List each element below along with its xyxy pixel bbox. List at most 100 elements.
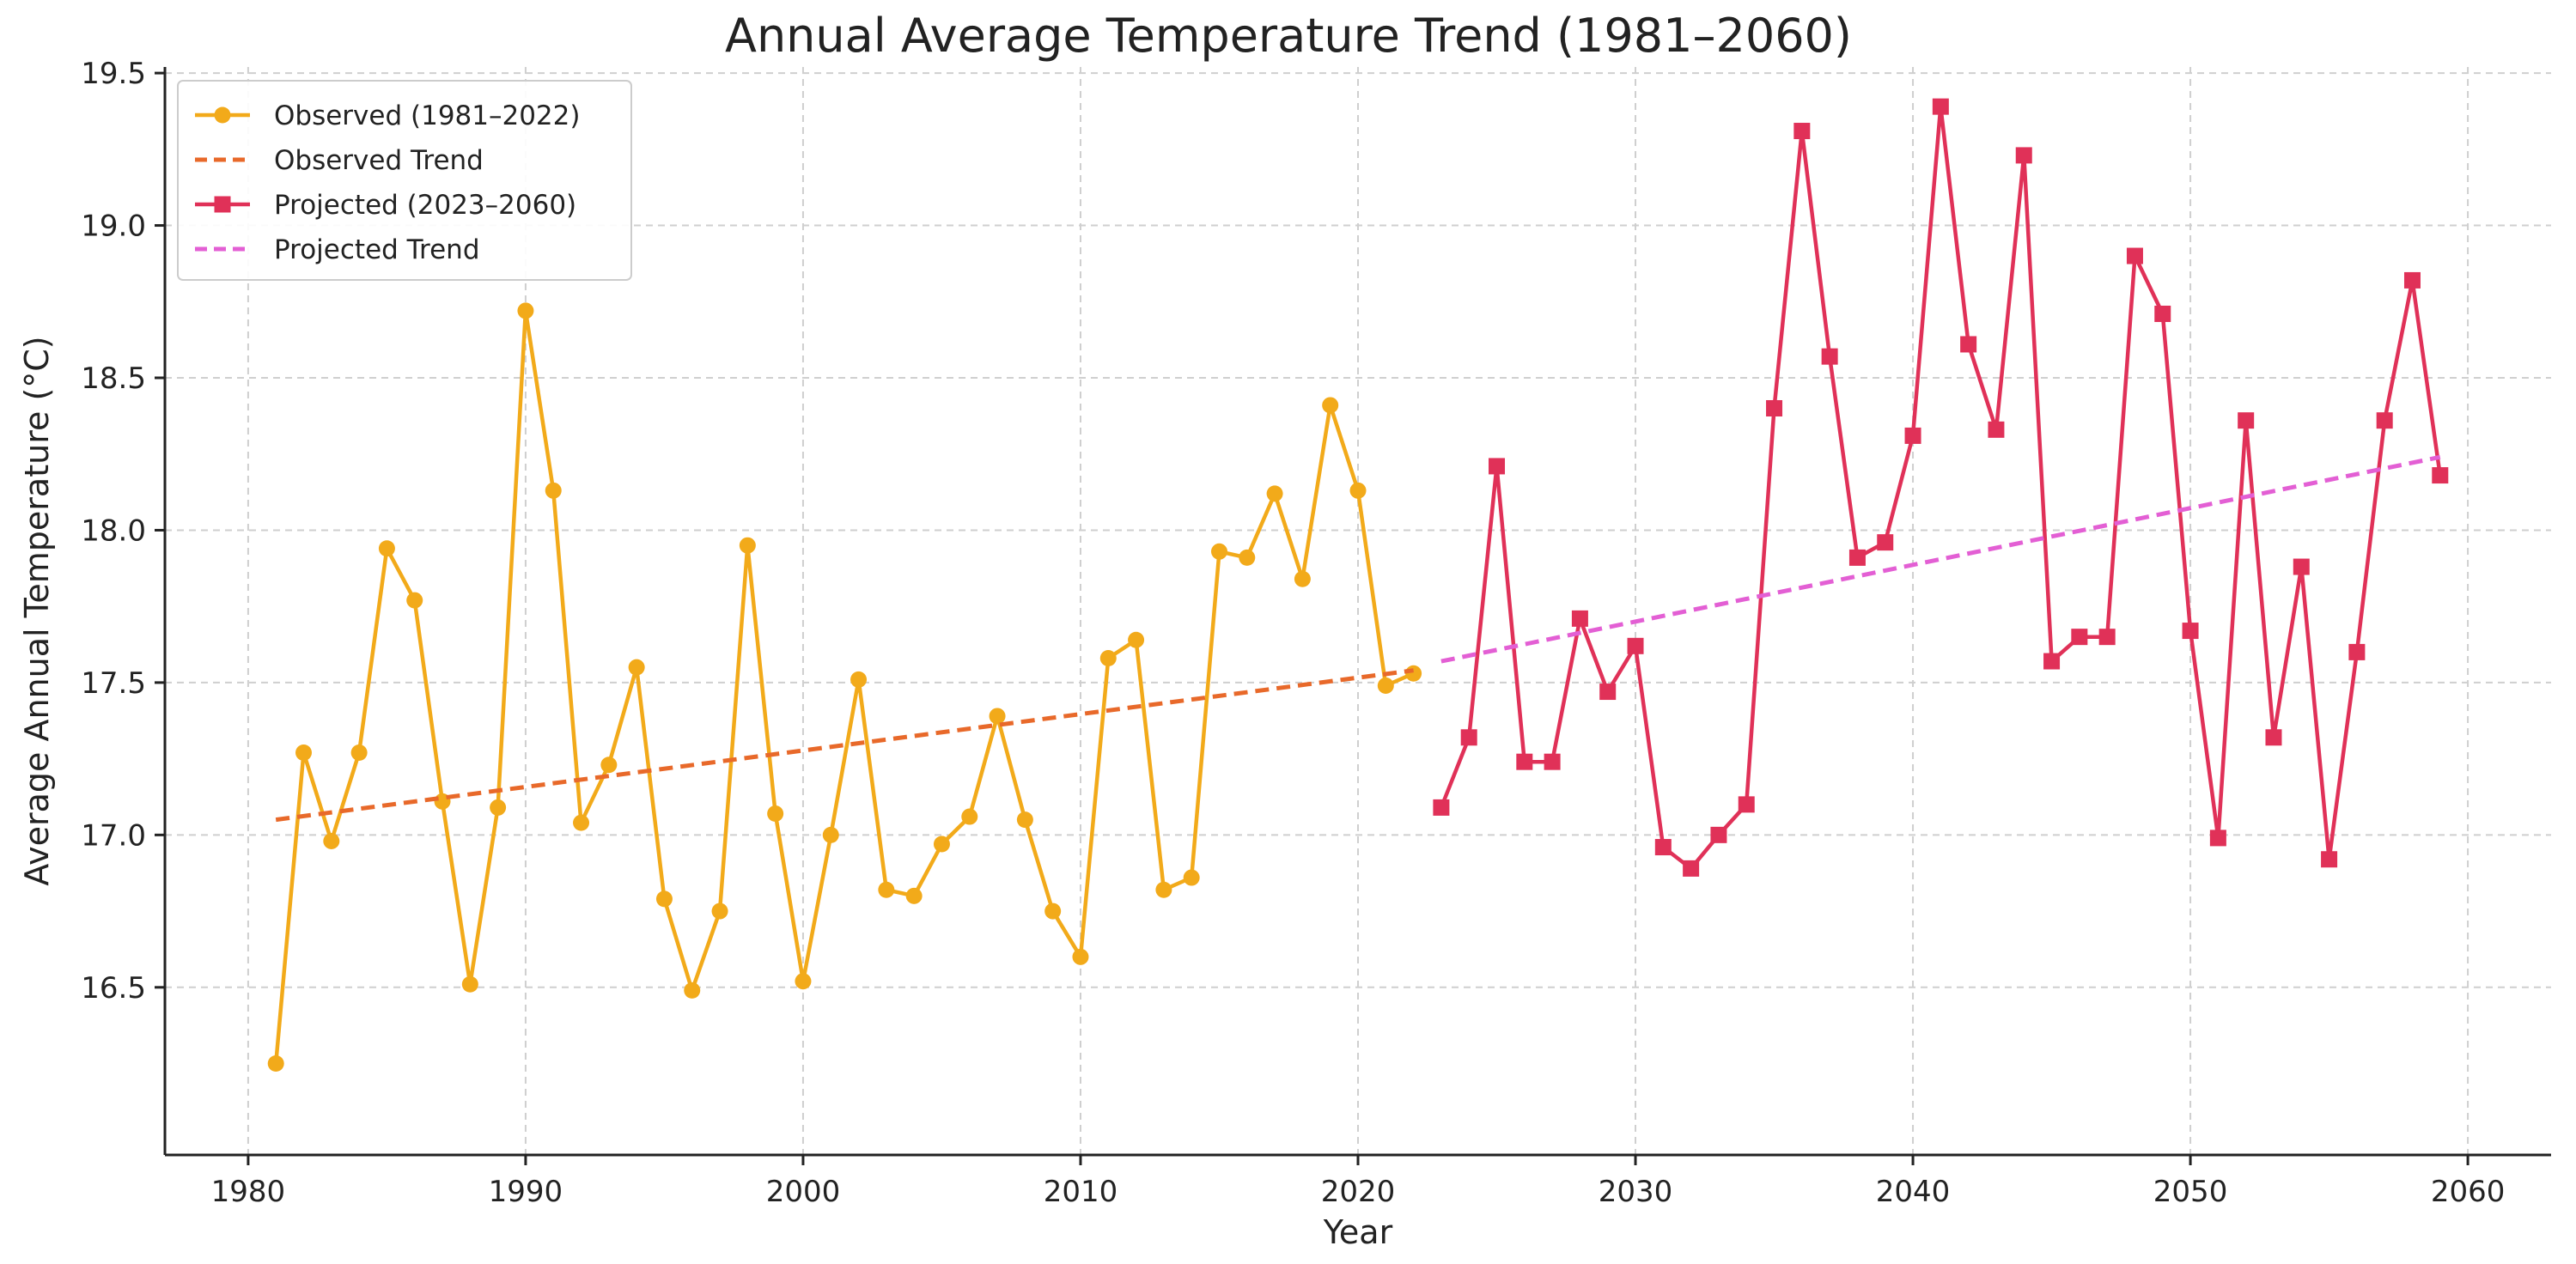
data-point: [1571, 610, 1588, 627]
data-point: [1349, 482, 1367, 499]
data-point: [461, 975, 478, 993]
data-point: [1627, 637, 1644, 654]
data-point: [2182, 623, 2199, 640]
legend-marker: [214, 106, 231, 124]
x-tick-label: 2040: [1876, 1175, 1951, 1209]
data-point: [2432, 467, 2449, 484]
data-point: [1932, 98, 1949, 115]
data-point: [905, 887, 923, 904]
x-axis-label: Year: [1323, 1213, 1393, 1251]
data-point: [323, 832, 340, 849]
data-point: [2238, 412, 2255, 429]
data-point: [1599, 684, 1617, 701]
data-point: [2348, 643, 2366, 660]
data-point: [989, 708, 1006, 725]
data-point: [1239, 549, 1256, 566]
trend-line: [275, 668, 1414, 823]
data-point: [2015, 147, 2032, 164]
data-point: [2265, 729, 2282, 746]
data-point: [628, 659, 645, 676]
data-point: [1044, 902, 1062, 920]
x-ticks: 1980 1990 2000 2010 2020 2030 2040 2050 2060: [211, 1155, 2505, 1209]
trend-line: [1440, 454, 2441, 664]
data-point: [1738, 796, 1755, 813]
data-point: [1821, 348, 1838, 365]
data-point: [1128, 631, 1145, 648]
data-point: [1460, 729, 1477, 746]
data-point: [1988, 421, 2005, 438]
data-point: [739, 537, 756, 554]
data-point: [267, 1055, 284, 1073]
data-point: [1544, 753, 1561, 770]
data-point: [1016, 811, 1033, 829]
grid: [165, 67, 2551, 1155]
legend-item: Observed (1981–2022): [195, 100, 580, 131]
data-point: [1183, 869, 1200, 886]
data-point: [600, 757, 618, 774]
data-point: [1433, 799, 1450, 816]
y-tick-label: 17.5: [81, 666, 146, 701]
data-point: [1155, 881, 1172, 898]
data-point: [517, 302, 534, 319]
x-tick-label: 2000: [766, 1175, 841, 1209]
data-point: [933, 836, 950, 853]
legend-box: [177, 80, 632, 281]
series-0: [267, 302, 1422, 1073]
legend: Observed (1981–2022) Observed Trend Projec…: [177, 80, 632, 281]
data-point: [767, 805, 784, 823]
data-point: [2293, 558, 2310, 575]
data-point: [2209, 830, 2226, 847]
data-point: [1848, 549, 1866, 566]
data-point: [795, 973, 812, 990]
data-point: [878, 881, 895, 898]
x-tick-label: 2010: [1044, 1175, 1118, 1209]
legend-label: Observed (1981–2022): [274, 100, 580, 131]
data-point: [1294, 570, 1311, 587]
legend-label: Projected Trend: [274, 234, 480, 265]
series-2: [1433, 98, 2449, 877]
y-tick-label: 19.5: [81, 57, 146, 91]
data-point: [1072, 948, 1089, 965]
y-tick-label: 17.0: [81, 818, 146, 853]
series-1: [275, 668, 1414, 823]
data-point: [490, 799, 507, 816]
data-point: [406, 592, 423, 609]
data-point: [1710, 826, 1727, 843]
data-point: [350, 744, 368, 762]
data-point: [850, 671, 868, 688]
legend-item: Observed Trend: [195, 145, 484, 176]
data-point: [1960, 336, 1977, 353]
data-point: [1266, 485, 1283, 502]
data-point: [1683, 860, 1700, 877]
legend-item: Projected Trend: [195, 234, 480, 265]
data-point: [1793, 123, 1811, 140]
series: [267, 98, 2449, 1073]
data-point: [822, 826, 839, 843]
data-point: [2071, 629, 2088, 646]
data-point: [1377, 677, 1394, 694]
data-point: [1405, 665, 1422, 682]
y-tick-label: 18.0: [81, 514, 146, 548]
x-tick-label: 2050: [2153, 1175, 2228, 1209]
data-point: [2043, 653, 2061, 670]
data-point: [1099, 650, 1117, 667]
x-tick-label: 2030: [1599, 1175, 1673, 1209]
data-point: [655, 890, 673, 908]
data-point: [1322, 397, 1339, 414]
data-point: [2154, 305, 2171, 322]
data-point: [2126, 247, 2143, 264]
data-point: [684, 981, 701, 999]
x-tick-label: 2020: [1321, 1175, 1396, 1209]
data-point: [1904, 427, 1921, 444]
data-point: [545, 482, 562, 499]
data-point: [2376, 412, 2393, 429]
series-line: [273, 308, 1415, 1064]
legend-marker: [214, 196, 231, 213]
y-ticks: 16.5 17.0 17.5 18.0 18.5 19.0 19.5: [81, 57, 165, 1006]
legend-label: Projected (2023–2060): [274, 190, 576, 221]
data-point: [1210, 543, 1227, 560]
data-point: [378, 540, 395, 557]
legend-item: Projected (2023–2060): [195, 190, 576, 221]
